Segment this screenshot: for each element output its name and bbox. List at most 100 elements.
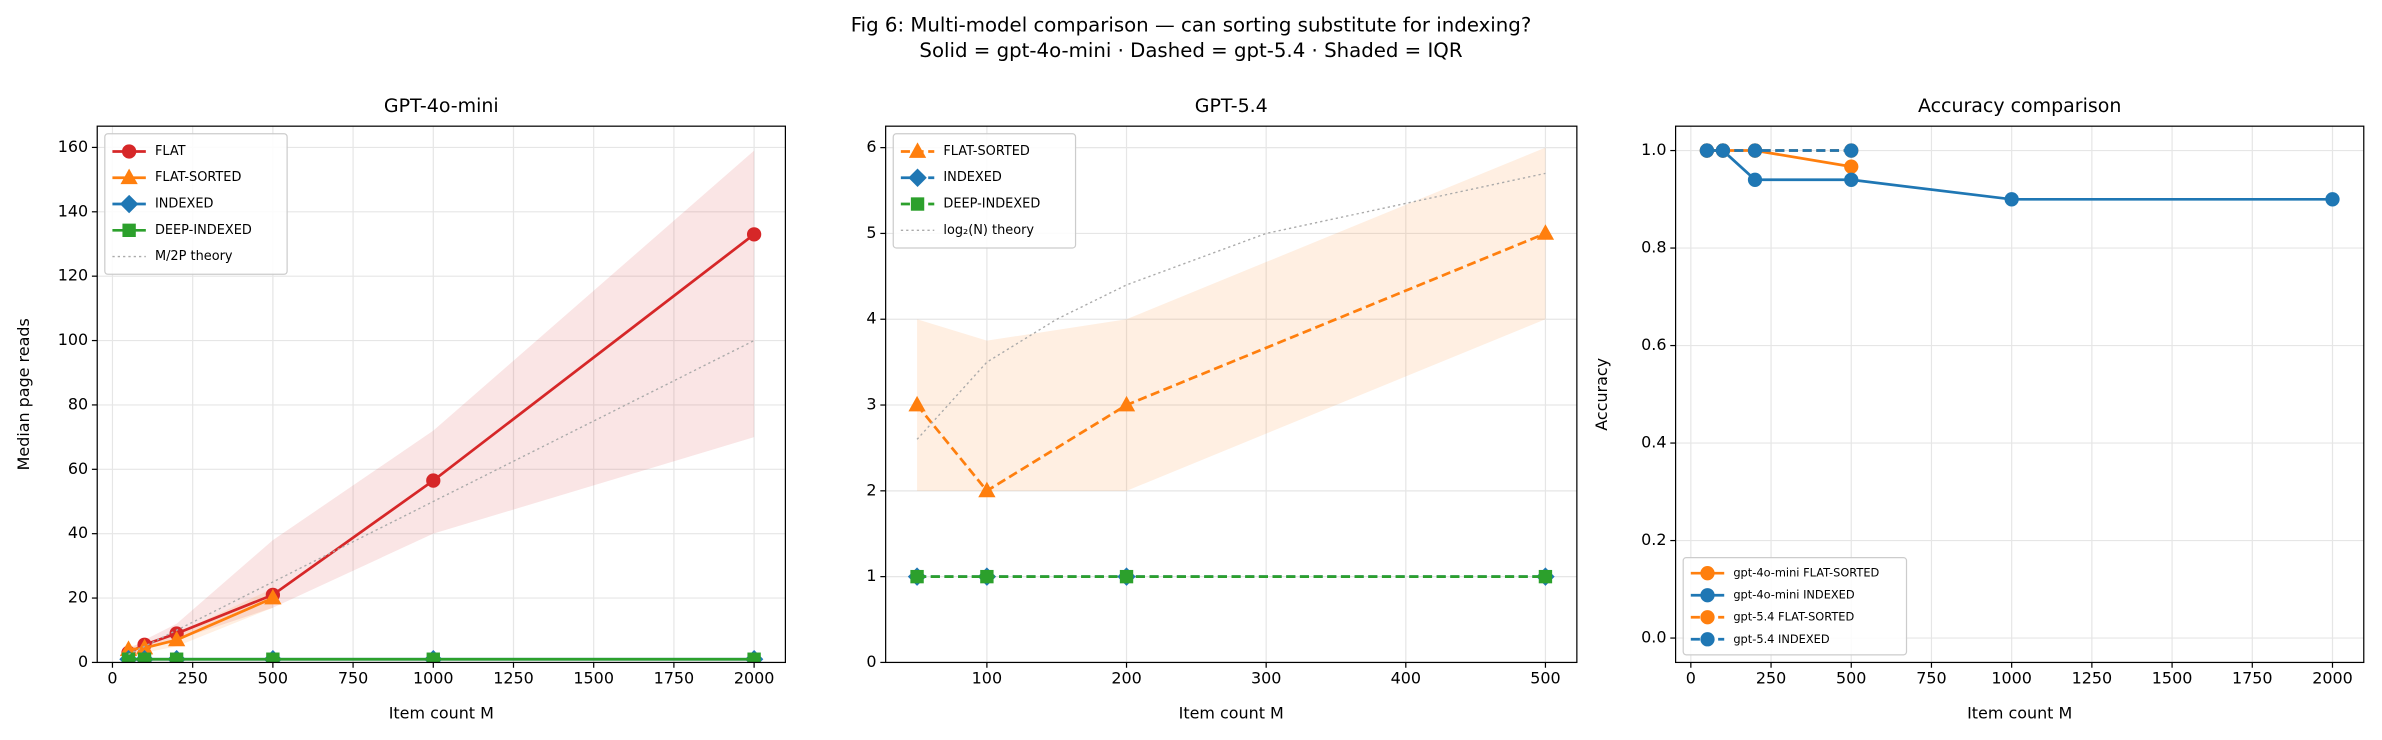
y-tick-label: 3: [866, 395, 876, 414]
x-axis-label: Item count M: [389, 704, 494, 723]
x-tick-label: 400: [1391, 669, 1421, 688]
marker: [1699, 143, 1715, 158]
marker: [908, 142, 927, 158]
axis-title: GPT-5.4: [1195, 95, 1268, 117]
x-tick-label: 0: [1686, 669, 1696, 688]
y-tick-label: 120: [58, 266, 88, 285]
marker: [978, 481, 996, 498]
marker: [1119, 569, 1134, 584]
legend-label: log₂(N) theory: [943, 223, 1034, 238]
legend-label: gpt-4o-mini FLAT-SORTED: [1733, 566, 1879, 580]
axis-title: Accuracy comparison: [1918, 95, 2121, 117]
legend-box: [104, 133, 288, 275]
marker: [1700, 610, 1715, 625]
legend: FLAT-SORTED INDEXED DEEP-INDEXED log₂(N) th…: [892, 133, 1077, 249]
series-line: [128, 596, 274, 651]
iqr-band: [917, 147, 1546, 491]
marker: [1844, 143, 1859, 158]
marker: [121, 144, 137, 159]
y-tick-label: 0.2: [1641, 530, 1666, 549]
legend-label: gpt-4o-mini INDEXED: [1733, 588, 1855, 602]
marker: [908, 168, 927, 187]
legend-label: INDEXED: [943, 170, 1002, 185]
axes-frame: [96, 125, 786, 664]
marker: [1747, 143, 1763, 158]
legend-label: INDEXED: [155, 197, 214, 212]
marker: [426, 652, 440, 663]
legend-box: [892, 133, 1077, 249]
y-tick-label: 4: [866, 309, 876, 328]
y-tick-label: 160: [58, 137, 88, 156]
y-tick-label: 2: [866, 480, 876, 499]
marker: [121, 652, 136, 663]
marker: [169, 652, 184, 663]
y-tick-label: 60: [68, 459, 88, 478]
x-tick-label: 1250: [2072, 669, 2113, 688]
y-tick-label: 5: [866, 223, 876, 242]
x-tick-label: 1750: [2232, 669, 2273, 688]
y-tick-label: 1: [866, 566, 876, 585]
x-axis-label: Item count M: [1967, 704, 2072, 723]
y-tick-label: 0: [866, 652, 876, 671]
marker: [119, 194, 139, 214]
x-tick-label: 500: [1530, 669, 1560, 688]
y-tick-label: 0.0: [1641, 628, 1666, 647]
x-tick-label: 200: [1111, 669, 1141, 688]
y-tick-label: 0: [78, 652, 88, 671]
y-tick-label: 0.4: [1641, 433, 1666, 452]
marker: [980, 569, 994, 584]
plot-area: [907, 147, 1555, 586]
x-tick-label: 500: [1836, 669, 1866, 688]
marker: [168, 630, 186, 647]
marker: [1700, 588, 1715, 603]
legend-label: DEEP-INDEXED: [943, 197, 1040, 212]
y-tick-label: 40: [68, 523, 88, 542]
marker: [747, 652, 761, 663]
y-tick-label: 20: [68, 588, 88, 607]
marker: [1700, 566, 1715, 581]
y-axis-label: Median page reads: [14, 318, 33, 470]
marker: [1538, 569, 1553, 584]
marker: [746, 227, 762, 242]
marker: [1844, 159, 1859, 174]
x-tick-label: 300: [1251, 669, 1281, 688]
marker: [122, 223, 136, 237]
plot-area: [119, 150, 764, 663]
marker: [1117, 395, 1136, 412]
y-tick-label: 0.6: [1641, 335, 1666, 354]
axes-frame: [885, 125, 1578, 664]
marker: [2325, 192, 2340, 207]
x-tick-label: 1500: [573, 669, 614, 688]
x-axis-label: Item count M: [1179, 704, 1284, 723]
x-tick-label: 2000: [2312, 669, 2353, 688]
series-line: [916, 232, 1546, 493]
y-axis-label: Accuracy: [1592, 358, 1611, 431]
x-tick-label: 100: [972, 669, 1002, 688]
marker: [264, 588, 282, 605]
y-tick-label: 0.8: [1641, 238, 1666, 257]
y-tick-label: 80: [68, 394, 88, 413]
marker: [426, 473, 441, 488]
plot-area: [1699, 143, 2340, 207]
marker: [1700, 632, 1715, 647]
marker: [137, 652, 152, 663]
y-tick-label: 6: [866, 137, 876, 156]
legend-label: FLAT-SORTED: [943, 144, 1030, 159]
marker: [908, 395, 926, 412]
x-tick-label: 750: [338, 669, 368, 688]
legend: gpt-4o-mini FLAT-SORTED gpt-4o-mini INDEX…: [1682, 557, 1908, 656]
legend-label: FLAT: [155, 144, 186, 159]
axes-frame: [1674, 125, 2365, 664]
x-tick-label: 500: [258, 669, 288, 688]
marker: [120, 168, 138, 185]
marker: [2004, 192, 2019, 207]
x-tick-label: 1750: [654, 669, 695, 688]
marker: [1844, 172, 1859, 187]
x-tick-label: 1500: [2152, 669, 2193, 688]
y-tick-label: 140: [58, 201, 88, 220]
legend-label: M/2P theory: [155, 249, 233, 264]
y-tick-label: 100: [58, 330, 88, 349]
legend-label: gpt-5.4 FLAT-SORTED: [1733, 610, 1854, 624]
